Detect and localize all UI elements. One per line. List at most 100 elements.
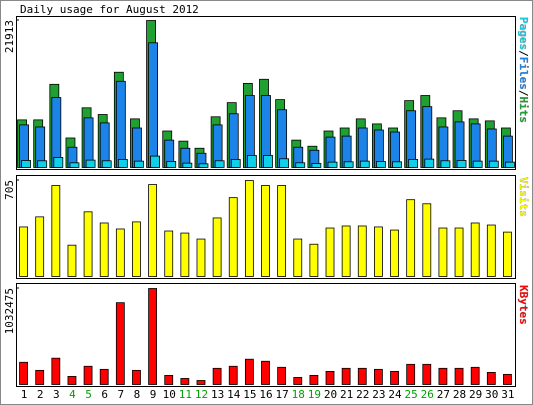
x-tick-label: 11 <box>179 388 192 401</box>
bar <box>488 160 499 168</box>
bar <box>422 363 432 385</box>
bar <box>327 161 338 168</box>
bar <box>325 370 335 385</box>
bar <box>212 217 222 277</box>
bar <box>279 158 290 168</box>
bar <box>214 160 225 168</box>
x-tick-label: 14 <box>227 388 241 401</box>
bar <box>454 367 464 385</box>
bar <box>261 185 270 277</box>
bar <box>228 365 238 385</box>
legend-entry: Hits <box>517 97 530 124</box>
legend-entry: Files <box>517 57 530 90</box>
bar <box>19 361 28 385</box>
x-tick-label: 22 <box>356 388 369 401</box>
bar <box>277 185 287 277</box>
bar <box>19 226 28 277</box>
bar <box>132 221 141 277</box>
bar <box>277 366 287 385</box>
bar <box>21 160 31 168</box>
bar <box>470 366 480 385</box>
bar <box>196 380 206 385</box>
x-tick-label: 27 <box>437 388 450 401</box>
bar <box>67 244 77 277</box>
bar <box>35 216 45 277</box>
legend: Pages/Files/Hits <box>517 17 530 123</box>
bar <box>51 357 61 385</box>
x-tick-label: 12 <box>195 388 208 401</box>
x-tick-label: 10 <box>163 388 176 401</box>
bar <box>115 302 125 385</box>
bar <box>309 374 319 385</box>
bar <box>85 159 96 168</box>
x-tick-label: 26 <box>421 388 434 401</box>
x-tick-label: 21 <box>340 388 353 401</box>
bar <box>228 197 238 277</box>
bar <box>486 224 496 277</box>
bar <box>438 227 448 277</box>
bar <box>148 184 157 277</box>
x-tick-label: 29 <box>469 388 482 401</box>
bar <box>438 367 448 385</box>
bar <box>422 203 432 277</box>
legend-entry: Visits <box>517 177 530 217</box>
y-tick-label: 705 <box>3 180 16 200</box>
bar <box>182 162 193 168</box>
bar <box>454 227 464 277</box>
bar <box>408 159 419 168</box>
bar <box>325 227 335 277</box>
bar <box>180 232 190 277</box>
x-tick-label: 3 <box>53 388 60 401</box>
bar <box>101 160 112 168</box>
bar <box>132 369 141 385</box>
x-tick-label: 7 <box>118 388 125 401</box>
bar <box>148 42 158 168</box>
bar <box>392 161 402 168</box>
bar <box>343 161 354 168</box>
bar <box>406 199 416 277</box>
bar <box>99 368 109 385</box>
legend: KBytes <box>517 285 530 325</box>
bar <box>390 370 399 385</box>
legend-entry: Pages <box>517 17 530 50</box>
bar <box>486 372 496 385</box>
bar <box>261 360 270 385</box>
bar <box>357 367 367 385</box>
bar <box>117 159 128 168</box>
bar <box>374 226 383 277</box>
x-tick-label: 20 <box>324 388 337 401</box>
bar <box>148 288 157 385</box>
bar <box>406 110 417 168</box>
bar <box>166 161 177 168</box>
bar <box>295 162 306 168</box>
legend: Visits <box>517 177 530 217</box>
bar <box>470 222 480 277</box>
bar <box>309 243 319 277</box>
x-tick-label: 8 <box>134 388 141 401</box>
x-tick-label: 9 <box>150 388 157 401</box>
bar <box>293 238 303 277</box>
bar <box>180 378 190 385</box>
bar <box>472 160 483 168</box>
bar <box>230 159 241 168</box>
x-tick-label: 28 <box>453 388 466 401</box>
x-tick-label: 25 <box>405 388 418 401</box>
x-tick-label: 18 <box>292 388 305 401</box>
x-tick-label: 31 <box>501 388 514 401</box>
x-tick-label: 13 <box>211 388 224 401</box>
bar <box>134 160 144 168</box>
bar <box>246 155 257 168</box>
bar <box>376 161 386 168</box>
bar <box>341 225 351 277</box>
chart-title: Daily usage for August 2012 <box>20 3 199 16</box>
bar <box>263 155 273 168</box>
x-tick-label: 30 <box>485 388 498 401</box>
bar <box>505 161 515 168</box>
x-tick-label: 17 <box>276 388 289 401</box>
bar <box>69 162 80 168</box>
bar <box>51 185 61 277</box>
bar <box>406 363 416 385</box>
bar <box>311 163 322 168</box>
bar <box>196 238 206 277</box>
